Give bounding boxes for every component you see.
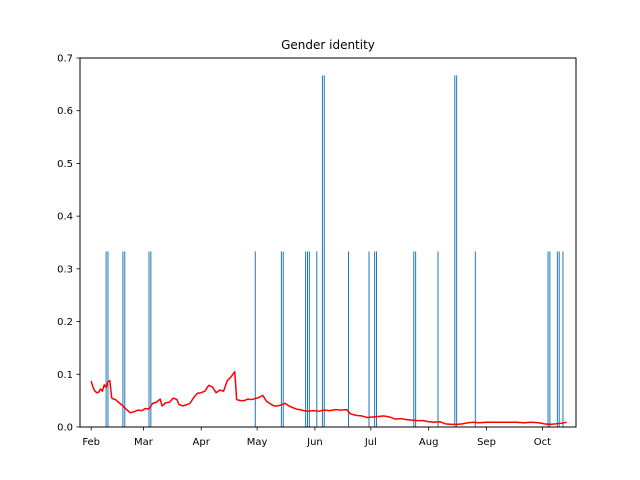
x-tick-label: May (247, 437, 268, 448)
bar (122, 251, 124, 427)
y-tick-label: 0.5 (57, 159, 73, 170)
x-tick-label: Jul (364, 437, 377, 448)
bar (150, 251, 152, 427)
bar (368, 251, 370, 427)
bar (321, 75, 323, 428)
bar (107, 251, 109, 427)
bar (348, 251, 350, 427)
y-tick-label: 0.4 (57, 212, 73, 223)
bar (105, 251, 107, 427)
bar (280, 251, 282, 427)
bar (556, 251, 558, 427)
bar (308, 251, 310, 427)
x-axis: Feb Mar Apr May Jun Jul Aug Sep Oct (82, 427, 551, 448)
bar (306, 251, 308, 427)
x-tick-label: Jun (306, 437, 323, 448)
bar (282, 251, 284, 427)
bar (547, 251, 549, 427)
y-tick-label: 0.0 (57, 423, 73, 434)
bar (254, 251, 256, 427)
bar (148, 251, 150, 427)
bar-series (105, 75, 564, 428)
plot-frame (79, 57, 577, 428)
bar (413, 251, 415, 427)
x-tick-label: Oct (534, 437, 551, 448)
y-tick-label: 0.7 (57, 54, 73, 65)
series-line (90, 370, 567, 426)
bar (305, 251, 307, 427)
bar (558, 251, 560, 427)
x-tick-label: Aug (419, 437, 439, 448)
x-tick-label: Feb (82, 437, 100, 448)
bar (549, 251, 551, 427)
y-tick-label: 0.2 (57, 317, 73, 328)
bar (415, 251, 417, 427)
y-axis: 0.0 0.1 0.2 0.3 0.4 0.5 0.6 0.7 (57, 54, 80, 434)
bar (124, 251, 126, 427)
bar (562, 251, 564, 427)
y-tick-label: 0.3 (57, 264, 73, 275)
bar (316, 251, 318, 427)
y-tick-label: 0.6 (57, 106, 73, 117)
bar (474, 251, 476, 427)
bar (323, 75, 325, 428)
bar (437, 251, 439, 427)
bar (374, 251, 376, 427)
bar (375, 251, 377, 427)
x-tick-label: Mar (134, 437, 154, 448)
x-tick-label: Sep (477, 437, 496, 448)
y-tick-label: 0.1 (57, 370, 73, 381)
bar (456, 75, 458, 428)
chart-title: Gender identity (281, 38, 375, 52)
line-series (90, 370, 567, 426)
x-tick-label: Apr (193, 437, 211, 448)
bar (454, 75, 456, 428)
